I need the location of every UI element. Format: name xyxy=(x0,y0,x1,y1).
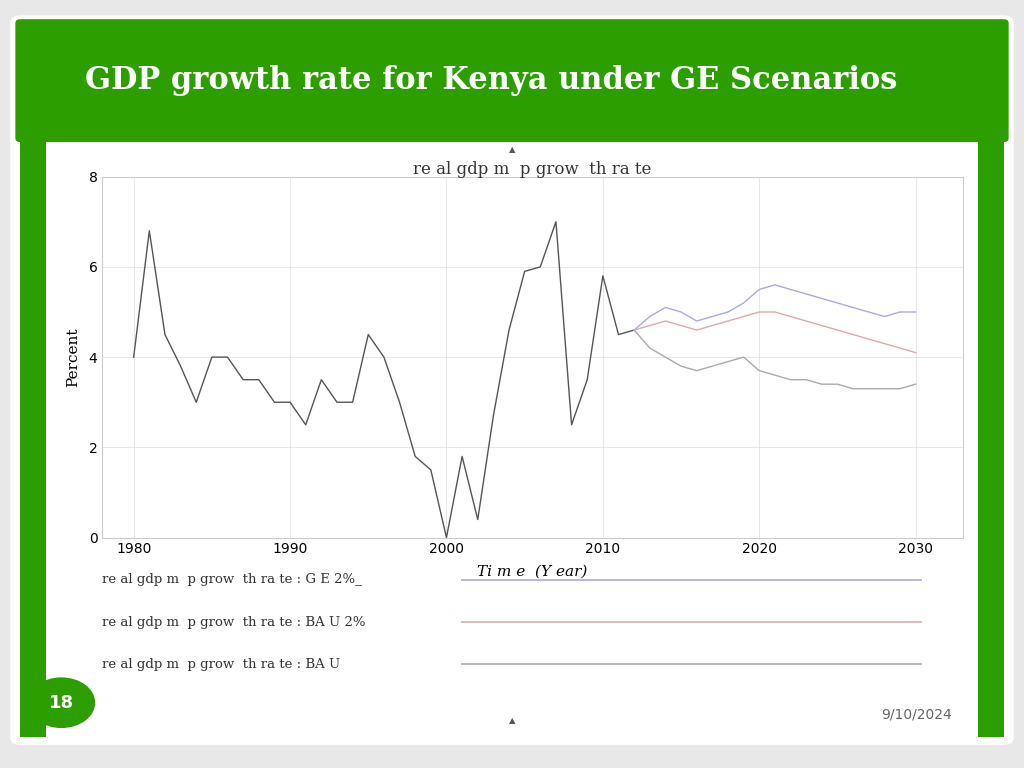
Text: re al gdp m  p grow  th ra te : BA U: re al gdp m p grow th ra te : BA U xyxy=(102,658,341,670)
Text: ▲: ▲ xyxy=(509,716,515,725)
Text: 18: 18 xyxy=(49,694,74,712)
Text: re al gdp m  p grow  th ra te: re al gdp m p grow th ra te xyxy=(414,161,651,178)
Text: ▲: ▲ xyxy=(509,145,515,154)
Text: re al gdp m  p grow  th ra te : BA U 2%: re al gdp m p grow th ra te : BA U 2% xyxy=(102,616,366,628)
X-axis label: Ti m e  (Y ear): Ti m e (Y ear) xyxy=(477,564,588,579)
Text: 9/10/2024: 9/10/2024 xyxy=(882,708,952,722)
Y-axis label: Percent: Percent xyxy=(67,327,80,387)
Text: re al gdp m  p grow  th ra te : G E 2%_: re al gdp m p grow th ra te : G E 2%_ xyxy=(102,574,362,586)
Text: GDP growth rate for Kenya under GE Scenarios: GDP growth rate for Kenya under GE Scena… xyxy=(85,65,898,96)
